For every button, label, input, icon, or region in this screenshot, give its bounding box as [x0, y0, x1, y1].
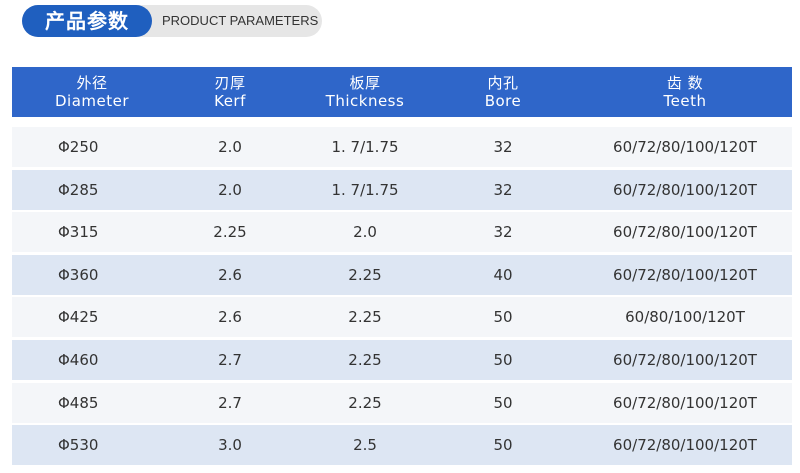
table-cell: 60/72/80/100/120T [613, 436, 757, 455]
column-header-cn: 齿 数 [666, 74, 704, 92]
table-cell: 2.25 [348, 308, 382, 327]
table-cell: 60/80/100/120T [625, 308, 745, 327]
table-cell: 3.0 [218, 436, 242, 455]
column-header-cn: 内孔 [487, 74, 519, 92]
table-cell: 32 [493, 180, 513, 199]
column-header: 内孔 Bore [413, 67, 593, 117]
table-cell: Φ485 [58, 393, 99, 412]
table-row: Φ360 2.6 2.25 40 60/72/80/100/120T [12, 254, 792, 295]
table-cell: Φ530 [58, 436, 99, 455]
table-cell: Φ250 [58, 138, 99, 156]
table-cell: Φ285 [58, 180, 99, 199]
header-title: 产品参数 [22, 5, 152, 37]
table-cell: 32 [493, 138, 513, 156]
table-cell: 2.7 [218, 393, 242, 412]
table-cell: 2.6 [218, 265, 242, 284]
table-cell: Φ360 [58, 265, 99, 284]
table-cell: 60/72/80/100/120T [613, 393, 757, 412]
column-header-en: Teeth [663, 92, 707, 110]
table-cell: 2.25 [348, 393, 382, 412]
column-header-en: Thickness [325, 92, 405, 110]
table-row: Φ460 2.7 2.25 50 60/72/80/100/120T [12, 340, 792, 380]
table-row: Φ530 3.0 2.5 50 60/72/80/100/120T [12, 425, 792, 466]
table-cell: 50 [493, 351, 513, 369]
column-header-en: Kerf [214, 92, 246, 110]
column-header-en: Bore [484, 92, 522, 110]
column-header: 外径 Diameter [2, 67, 182, 117]
table-cell: 60/72/80/100/120T [613, 265, 757, 284]
table-cell: Φ425 [58, 308, 99, 327]
table-cell: 1. 7/1.75 [331, 180, 399, 199]
table-row: Φ315 2.25 2.0 32 60/72/80/100/120T [12, 212, 792, 253]
header-subtitle: PRODUCT PARAMETERS [162, 13, 319, 28]
table-cell: 2.5 [353, 436, 377, 455]
table-row: Φ285 2.0 1. 7/1.75 32 60/72/80/100/120T [12, 169, 792, 210]
column-header: 板厚 Thickness [275, 67, 455, 117]
column-header-cn: 板厚 [349, 74, 381, 92]
table-cell: 2.25 [348, 265, 382, 284]
table-cell: 60/72/80/100/120T [613, 180, 757, 199]
table-cell: 2.0 [218, 180, 242, 199]
table-cell: 50 [493, 436, 513, 455]
table-cell: 2.25 [213, 223, 247, 242]
table-cell: 2.25 [348, 351, 382, 369]
table-row: Φ425 2.6 2.25 50 60/80/100/120T [12, 297, 792, 338]
column-header-en: Diameter [54, 92, 130, 110]
column-header-cn: 外径 [76, 74, 108, 92]
table-cell: 1. 7/1.75 [331, 138, 399, 156]
table-header: 外径 Diameter 刃厚 Kerf 板厚 Thickness 内孔 Bore 齿 数 Teet… [12, 67, 792, 117]
table-cell: 2.0 [353, 223, 377, 242]
table-row: Φ485 2.7 2.25 50 60/72/80/100/120T [12, 382, 792, 423]
table-cell: 60/72/80/100/120T [613, 138, 757, 156]
column-header: 刃厚 Kerf [140, 67, 320, 117]
table-cell: Φ315 [58, 223, 99, 242]
table-cell: Φ460 [58, 351, 99, 369]
table-cell: 50 [493, 393, 513, 412]
table-cell: 60/72/80/100/120T [613, 351, 757, 369]
table-cell: 40 [493, 265, 513, 284]
table-cell: 2.7 [218, 351, 242, 369]
table-cell: 50 [493, 308, 513, 327]
column-header-cn: 刃厚 [214, 74, 246, 92]
column-header: 齿 数 Teeth [595, 67, 775, 117]
table-cell: 60/72/80/100/120T [613, 223, 757, 242]
table-cell: 2.0 [218, 138, 242, 156]
table-row: Φ250 2.0 1. 7/1.75 32 60/72/80/100/120T [12, 127, 792, 167]
table-cell: 2.6 [218, 308, 242, 327]
table-cell: 32 [493, 223, 513, 242]
